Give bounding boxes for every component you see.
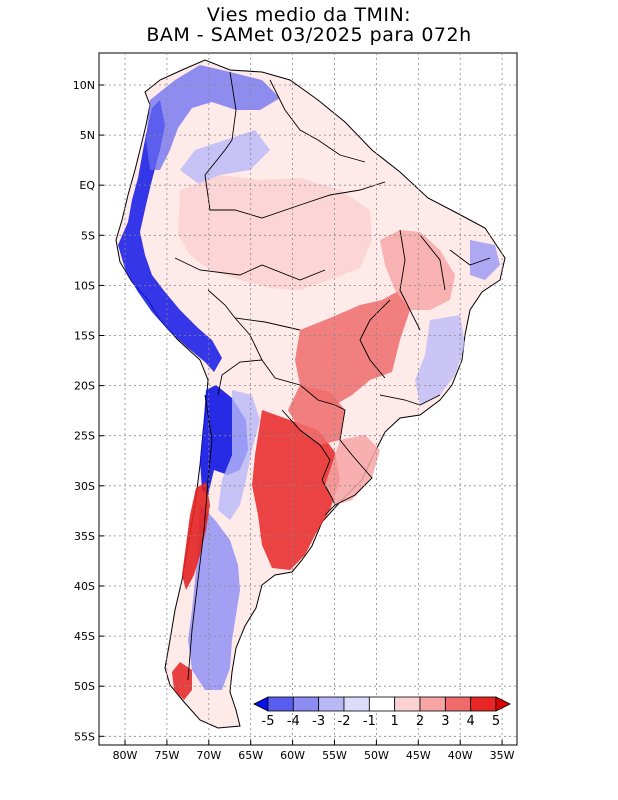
lon-tick-label: 65W bbox=[238, 749, 263, 762]
colorbar-label: -2 bbox=[338, 714, 351, 729]
lat-tick-label: 35S bbox=[74, 530, 95, 543]
colorbar-swatch bbox=[343, 696, 370, 712]
colorbar-label: 2 bbox=[416, 714, 424, 729]
colorbar: -5 -4 -3 -2 -1 1 2 3 4 5 bbox=[253, 696, 511, 729]
northwest-blue bbox=[146, 65, 280, 170]
axis-ticks: 80W 75W 70W 65W 60W 55W 50W 45W 40W 35W 10N 5N EQ 5S 1… bbox=[73, 79, 515, 762]
amazon-light-warm bbox=[178, 175, 372, 290]
northeast-brazil-warm bbox=[380, 230, 455, 310]
colorbar-label: -4 bbox=[287, 714, 300, 729]
lon-tick-label: 80W bbox=[113, 749, 138, 762]
colorbar-label: -1 bbox=[363, 714, 376, 729]
venezuela-blue bbox=[180, 130, 270, 185]
central-brazil-warm bbox=[295, 290, 410, 405]
lon-tick-label: 75W bbox=[154, 749, 179, 762]
lat-tick-label: 5S bbox=[81, 229, 95, 242]
andes-cold-bias bbox=[118, 100, 222, 372]
lat-tick-label: 10N bbox=[73, 79, 95, 92]
lon-tick-label: 60W bbox=[280, 749, 305, 762]
colorbar-swatch bbox=[292, 696, 320, 712]
lon-tick-label: 35W bbox=[490, 749, 515, 762]
colorbar-swatch bbox=[368, 696, 396, 712]
colorbar-swatch bbox=[318, 696, 345, 712]
lat-tick-label: 25S bbox=[74, 430, 95, 443]
argentina-west-blue bbox=[218, 390, 260, 520]
lat-tick-label: 40S bbox=[74, 580, 95, 593]
colorbar-label: 4 bbox=[467, 714, 475, 729]
lat-tick-label: EQ bbox=[79, 179, 95, 192]
lat-tick-label: 5N bbox=[80, 129, 95, 142]
colorbar-label: -5 bbox=[262, 714, 275, 729]
map-title-line1: Vies medio da TMIN: bbox=[206, 4, 412, 26]
colorbar-swatch bbox=[267, 696, 294, 712]
graticule bbox=[99, 53, 517, 745]
lat-tick-label: 20S bbox=[74, 380, 95, 393]
colorbar-label: 3 bbox=[441, 714, 449, 729]
south-america-landmass bbox=[115, 59, 506, 729]
lat-tick-label: 55S bbox=[74, 730, 95, 743]
lon-tick-label: 50W bbox=[364, 749, 389, 762]
colorbar-swatch bbox=[419, 696, 446, 712]
lat-tick-label: 45S bbox=[74, 630, 95, 643]
east-coast-cool bbox=[415, 315, 465, 405]
paraguay-warm-bias bbox=[288, 385, 345, 445]
fuego-warm-bias bbox=[172, 662, 192, 700]
colorbar-label: -3 bbox=[312, 714, 325, 729]
lat-tick-label: 30S bbox=[74, 480, 95, 493]
lon-tick-label: 40W bbox=[448, 749, 473, 762]
colorbar-swatch bbox=[470, 696, 497, 712]
lat-tick-label: 50S bbox=[74, 680, 95, 693]
colorbar-swatch bbox=[444, 696, 472, 712]
colorbar-label: 1 bbox=[391, 714, 399, 729]
colorbar-swatch bbox=[394, 696, 421, 712]
map-title-line2: BAM - SAMet 03/2025 para 072h bbox=[146, 24, 472, 46]
lon-tick-label: 55W bbox=[322, 749, 347, 762]
south-brazil-warm bbox=[325, 435, 380, 505]
colorbar-label: 5 bbox=[492, 714, 500, 729]
lat-tick-label: 10S bbox=[74, 279, 95, 292]
lon-tick-label: 70W bbox=[196, 749, 221, 762]
lat-tick-label: 15S bbox=[74, 330, 95, 343]
argentina-warm-bias bbox=[252, 410, 340, 570]
colorbar-max-arrow bbox=[495, 696, 511, 712]
lon-tick-label: 45W bbox=[406, 749, 431, 762]
